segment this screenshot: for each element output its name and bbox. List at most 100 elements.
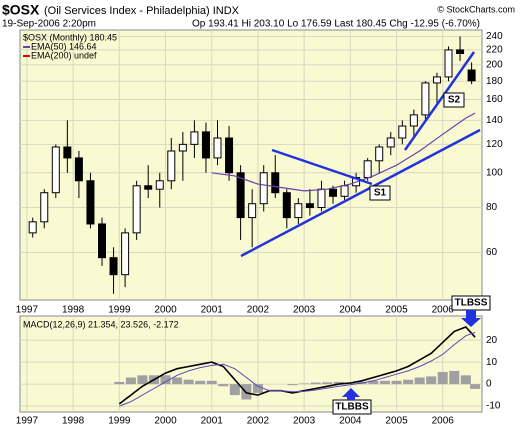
x-tick-label: 2005 xyxy=(385,305,408,316)
histogram-bar xyxy=(379,380,390,385)
candle-body xyxy=(178,143,187,152)
arrow xyxy=(342,388,360,400)
histogram-bar xyxy=(160,375,171,385)
candle-body xyxy=(248,203,257,219)
y-tick-label: 20 xyxy=(486,335,498,346)
candle-body xyxy=(432,76,441,84)
histogram-bar xyxy=(426,376,437,385)
line xyxy=(119,331,476,407)
candle-body xyxy=(282,192,291,219)
candle-body xyxy=(201,131,210,159)
y-tick-label: 220 xyxy=(486,45,503,56)
annotation: TLBSS xyxy=(455,298,488,309)
x-tick-label: 2000 xyxy=(154,305,177,316)
histogram-bar xyxy=(218,384,229,387)
candle-body xyxy=(444,49,453,78)
x-tick-label: 2001 xyxy=(201,416,224,427)
candle-body xyxy=(340,185,349,197)
y-tick-label: 140 xyxy=(486,115,503,126)
candle-body xyxy=(51,146,60,194)
histogram-bar xyxy=(299,383,310,385)
y-tick-label: 180 xyxy=(486,76,503,87)
candle-body xyxy=(271,172,280,194)
y-tick-label: 60 xyxy=(486,247,498,258)
candle-body xyxy=(144,185,153,190)
x-tick-label: 1997 xyxy=(16,305,39,316)
candle-body xyxy=(409,114,418,127)
y-tick-label: 0 xyxy=(486,379,492,390)
y-tick-label: -10 xyxy=(486,401,501,412)
histogram-bar xyxy=(287,384,298,386)
candle-body xyxy=(132,185,141,234)
x-tick-label: 2000 xyxy=(154,416,177,427)
candle-body xyxy=(155,180,164,190)
histogram-bar xyxy=(229,384,240,396)
candle-body xyxy=(109,257,118,276)
x-tick-label: 2006 xyxy=(432,305,455,316)
candle-body xyxy=(121,232,130,276)
annotation: S1 xyxy=(374,188,387,199)
histogram-bar xyxy=(437,372,448,385)
candle-body xyxy=(98,223,107,259)
candle-body xyxy=(375,146,384,162)
candle-body xyxy=(259,172,268,205)
arrow xyxy=(461,310,481,327)
credit: © StockCharts.com xyxy=(437,4,515,14)
x-tick-label: 2003 xyxy=(293,305,316,316)
y-tick-label: 100 xyxy=(486,167,503,178)
macd-legend: MACD(12,26,9) 21.354, 23.526, -2.172 xyxy=(23,319,179,329)
candle-body xyxy=(28,221,37,234)
price-legend: $OSX (Monthly) 180.45 xyxy=(23,32,117,42)
histogram-bar xyxy=(403,379,414,385)
quote: Op 193.41 Hi 203.10 Lo 176.59 Last 180.4… xyxy=(192,19,480,30)
candle-body xyxy=(213,137,222,159)
histogram-bar xyxy=(125,377,136,385)
candle-body xyxy=(305,203,314,209)
x-tick-label: 2005 xyxy=(385,416,408,427)
histogram-bar xyxy=(206,380,217,385)
annotation: S2 xyxy=(448,95,461,106)
candle-body xyxy=(225,137,234,174)
price-panel xyxy=(19,29,483,301)
trendline xyxy=(403,51,476,151)
histogram-bar xyxy=(460,375,471,385)
date: 19-Sep-2006 2:20pm xyxy=(2,19,96,30)
histogram-bar xyxy=(195,380,206,385)
histogram-bar xyxy=(391,380,402,385)
x-tick-label: 1999 xyxy=(108,305,131,316)
x-tick-label: 1998 xyxy=(62,305,85,316)
trendline xyxy=(240,128,481,258)
candle-body xyxy=(317,188,326,209)
candle-body xyxy=(236,172,245,219)
y-tick-label: 240 xyxy=(486,31,503,42)
candle-body xyxy=(167,150,176,182)
candle-body xyxy=(329,188,338,197)
x-tick-label: 2003 xyxy=(293,416,316,427)
x-tick-label: 2002 xyxy=(247,305,270,316)
candle-body xyxy=(363,160,372,179)
y-tick-label: 160 xyxy=(486,94,503,105)
histogram-bar xyxy=(368,380,379,385)
candle-body xyxy=(398,125,407,139)
x-tick-label: 2004 xyxy=(339,305,362,316)
candle-body xyxy=(386,137,395,148)
histogram-bar xyxy=(322,382,333,385)
legend-entry: EMA(200) undef xyxy=(31,50,97,60)
annotation: TLBBS xyxy=(335,402,369,413)
histogram-bar xyxy=(310,382,321,385)
y-tick-label: 10 xyxy=(486,357,498,368)
x-tick-label: 2006 xyxy=(432,416,455,427)
symbol: $OSX xyxy=(2,2,40,18)
candle-body xyxy=(467,69,476,82)
histogram-bar xyxy=(252,384,263,393)
histogram-bar xyxy=(470,384,481,389)
candle-body xyxy=(456,49,465,55)
x-tick-label: 1999 xyxy=(108,416,131,427)
annotation-box xyxy=(443,92,465,108)
histogram-bar xyxy=(172,377,183,385)
histogram-bar xyxy=(137,375,148,385)
histogram-bar xyxy=(414,377,425,385)
candle-body xyxy=(86,180,95,225)
